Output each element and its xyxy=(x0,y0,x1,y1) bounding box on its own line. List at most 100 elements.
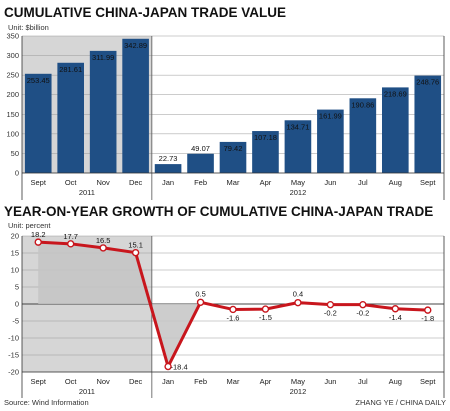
chart2-category-label: Mar xyxy=(227,377,240,386)
chart1-value-label: 218.69 xyxy=(384,89,407,98)
chart2-value-label: -1.4 xyxy=(389,313,402,322)
chart1-category-label: Jan xyxy=(162,178,174,187)
chart2-year-label: 2011 xyxy=(79,387,95,396)
chart1-year-label: 2011 xyxy=(79,188,95,197)
chart2-ytick-label: 5 xyxy=(15,283,19,292)
chart2-category-label: Feb xyxy=(194,377,207,386)
chart2-unit-label: Unit: percent xyxy=(8,221,51,230)
chart2-value-label: -1.8 xyxy=(421,314,434,323)
chart2-category-label: Dec xyxy=(129,377,143,386)
chart2-point xyxy=(34,238,42,246)
chart1-bar xyxy=(219,141,247,173)
chart1-value-label: 311.99 xyxy=(92,53,114,62)
chart1-title: CUMULATIVE CHINA-JAPAN TRADE VALUE xyxy=(4,5,286,20)
chart1-bar xyxy=(284,120,312,173)
chart2-ytick-label: 0 xyxy=(15,300,19,309)
chart2-category-label: May xyxy=(291,377,305,386)
chart2-value-label: 17.7 xyxy=(63,232,78,241)
chart2-value-label: 16.5 xyxy=(96,236,111,245)
chart2-value-label: 15.1 xyxy=(128,241,143,250)
chart2-value-label: -18.4 xyxy=(171,363,188,372)
chart2-value-label: 0.4 xyxy=(293,290,303,299)
chart1-ytick-label: 250 xyxy=(6,71,19,80)
chart2-title: YEAR-ON-YEAR GROWTH OF CUMULATIVE CHINA-… xyxy=(4,204,433,219)
chart1-value-label: 22.73 xyxy=(159,154,178,163)
chart2-category-label: Jun xyxy=(324,377,336,386)
chart2-ytick-label: -10 xyxy=(8,334,19,343)
chart2-point xyxy=(326,300,335,309)
chart2-category-label: Nov xyxy=(96,377,110,386)
chart1-unit-label: Unit: $billion xyxy=(8,23,49,32)
chart1-bar xyxy=(349,98,377,173)
chart1-category-label: Sept xyxy=(420,178,436,187)
chart1-category-label: Dec xyxy=(129,178,143,187)
chart1-value-label: 134.71 xyxy=(286,122,309,131)
chart1-bar xyxy=(252,131,279,173)
chart2-category-label: Jul xyxy=(358,377,368,386)
chart2-point xyxy=(196,298,205,306)
chart1-bar xyxy=(317,109,344,173)
chart2-point xyxy=(229,305,237,314)
chart2-value-label: -1.6 xyxy=(227,313,240,322)
chart2-point xyxy=(261,305,270,313)
chart1-value-label: 107.18 xyxy=(254,133,277,142)
credit-note: ZHANG YE / CHINA DAILY xyxy=(355,398,446,407)
chart2-category-label: Jan xyxy=(162,377,174,386)
chart2-category-label: Oct xyxy=(65,377,78,386)
chart2-point xyxy=(66,240,75,248)
chart2-category-label: Sept xyxy=(31,377,47,386)
chart1-category-label: Aug xyxy=(389,178,402,187)
chart1-value-label: 161.99 xyxy=(319,112,342,121)
chart2-ytick-label: -15 xyxy=(8,351,19,360)
chart2-point xyxy=(424,306,432,314)
chart2-ytick-label: -5 xyxy=(12,317,19,326)
chart1-value-label: 248.76 xyxy=(416,78,439,87)
chart2-point xyxy=(294,298,302,307)
chart2-value-label: 0.5 xyxy=(195,289,205,298)
chart2-year-label: 2012 xyxy=(290,387,307,396)
chart1-value-label: 79.42 xyxy=(224,144,243,153)
chart2-point xyxy=(99,244,107,252)
chart1-category-label: May xyxy=(291,178,305,187)
chart2-ytick-label: -20 xyxy=(8,368,19,377)
chart2-ytick-label: 20 xyxy=(11,232,19,241)
chart1-bar xyxy=(122,38,149,174)
chart1-bar xyxy=(154,164,182,173)
chart1-value-label: 253.45 xyxy=(27,76,50,85)
chart1-ytick-label: 0 xyxy=(15,169,19,178)
chart2-category-label: Aug xyxy=(389,377,402,386)
chart2-value-label: -0.2 xyxy=(324,309,337,318)
chart2-value-label: 18.2 xyxy=(31,230,46,239)
chart1-category-label: Mar xyxy=(227,178,240,187)
chart2-category-label: Apr xyxy=(260,377,272,386)
chart1-value-label: 49.07 xyxy=(191,144,210,153)
chart1-ytick-label: 100 xyxy=(6,129,19,138)
chart2-point xyxy=(164,362,172,371)
chart1-bar xyxy=(414,75,442,173)
chart2-value-label: -1.5 xyxy=(259,313,272,322)
chart1-bar xyxy=(381,87,409,173)
chart1-category-label: Feb xyxy=(194,178,207,187)
chart2-ytick-label: 10 xyxy=(11,266,19,275)
chart1-category-label: Sept xyxy=(31,178,47,187)
chart2-category-label: Sept xyxy=(420,377,436,386)
chart2-point xyxy=(391,305,400,313)
chart1-ytick-label: 200 xyxy=(6,90,19,99)
chart1-bar xyxy=(89,50,117,173)
chart1-bar xyxy=(187,153,214,173)
chart1-ytick-label: 50 xyxy=(11,149,19,158)
chart1-value-label: 190.86 xyxy=(351,100,374,109)
chart1-value-label: 281.61 xyxy=(59,65,82,74)
chart1-category-label: Jun xyxy=(324,178,336,187)
chart1-plot: 0 50 100 150 200 250 300 350 253.45 Sept 281.61 Oct… xyxy=(6,32,445,200)
chart2-plot: 20 15 10 5 0 -5 -10 -15 -20 18.2 Sept 17.7 Oct 16.5 No… xyxy=(8,230,445,398)
chart2-point xyxy=(359,300,367,309)
chart2-value-label: -0.2 xyxy=(356,309,369,318)
chart1-category-label: Apr xyxy=(260,178,272,187)
chart1-category-label: Oct xyxy=(65,178,78,187)
chart2-point xyxy=(131,248,140,257)
chart1-year-label: 2012 xyxy=(290,188,307,197)
chart1-category-label: Jul xyxy=(358,178,368,187)
